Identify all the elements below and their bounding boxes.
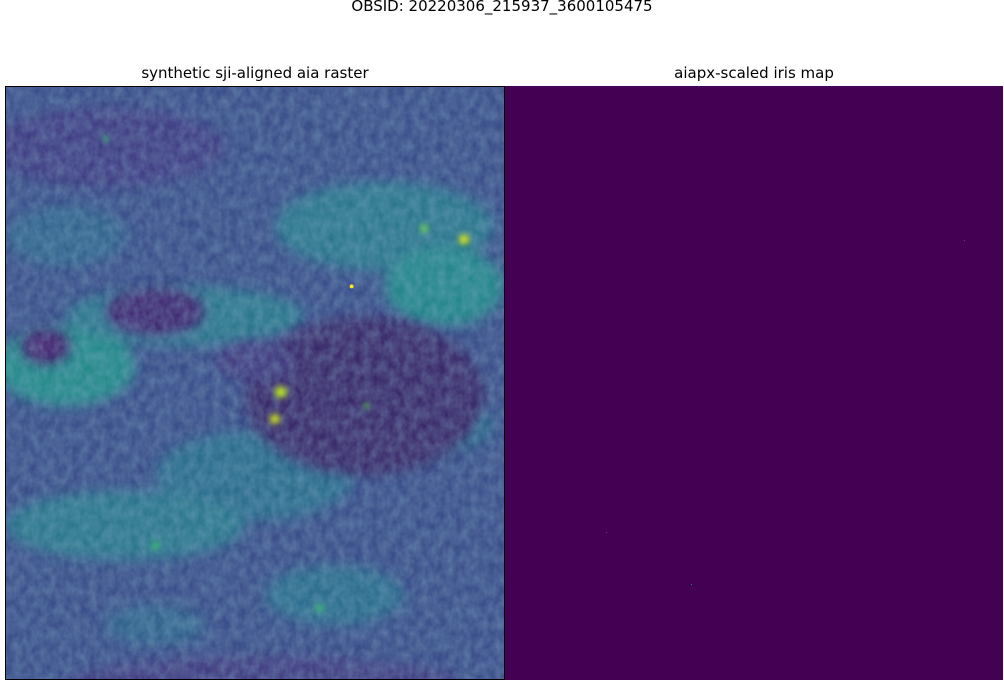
left-panel-title: synthetic sji-aligned aia raster xyxy=(141,64,369,82)
aia-raster-heatmap xyxy=(6,87,504,679)
faint-pixel xyxy=(964,240,965,241)
bright-spot xyxy=(269,413,280,424)
figure-suptitle: OBSID: 20220306_215937_3600105475 xyxy=(351,0,653,15)
bright-spot xyxy=(459,234,470,245)
iris-map-heatmap xyxy=(505,86,1003,680)
right-panel-title: aiapx-scaled iris map xyxy=(674,64,834,82)
bright-spot xyxy=(315,604,324,613)
iris-map-image xyxy=(505,86,1003,680)
aia-raster-image xyxy=(5,86,505,680)
bright-spot xyxy=(363,402,370,409)
bright-spot xyxy=(274,385,287,398)
bright-spot xyxy=(420,224,429,233)
bright-spot xyxy=(102,135,109,142)
faint-pixel xyxy=(606,532,607,533)
bright-spot xyxy=(151,541,160,550)
bright-spots xyxy=(102,135,470,613)
faint-pixel xyxy=(691,584,692,585)
bright-spot xyxy=(349,284,354,289)
raster-texture xyxy=(6,87,504,679)
iris-map-background xyxy=(505,86,1003,680)
